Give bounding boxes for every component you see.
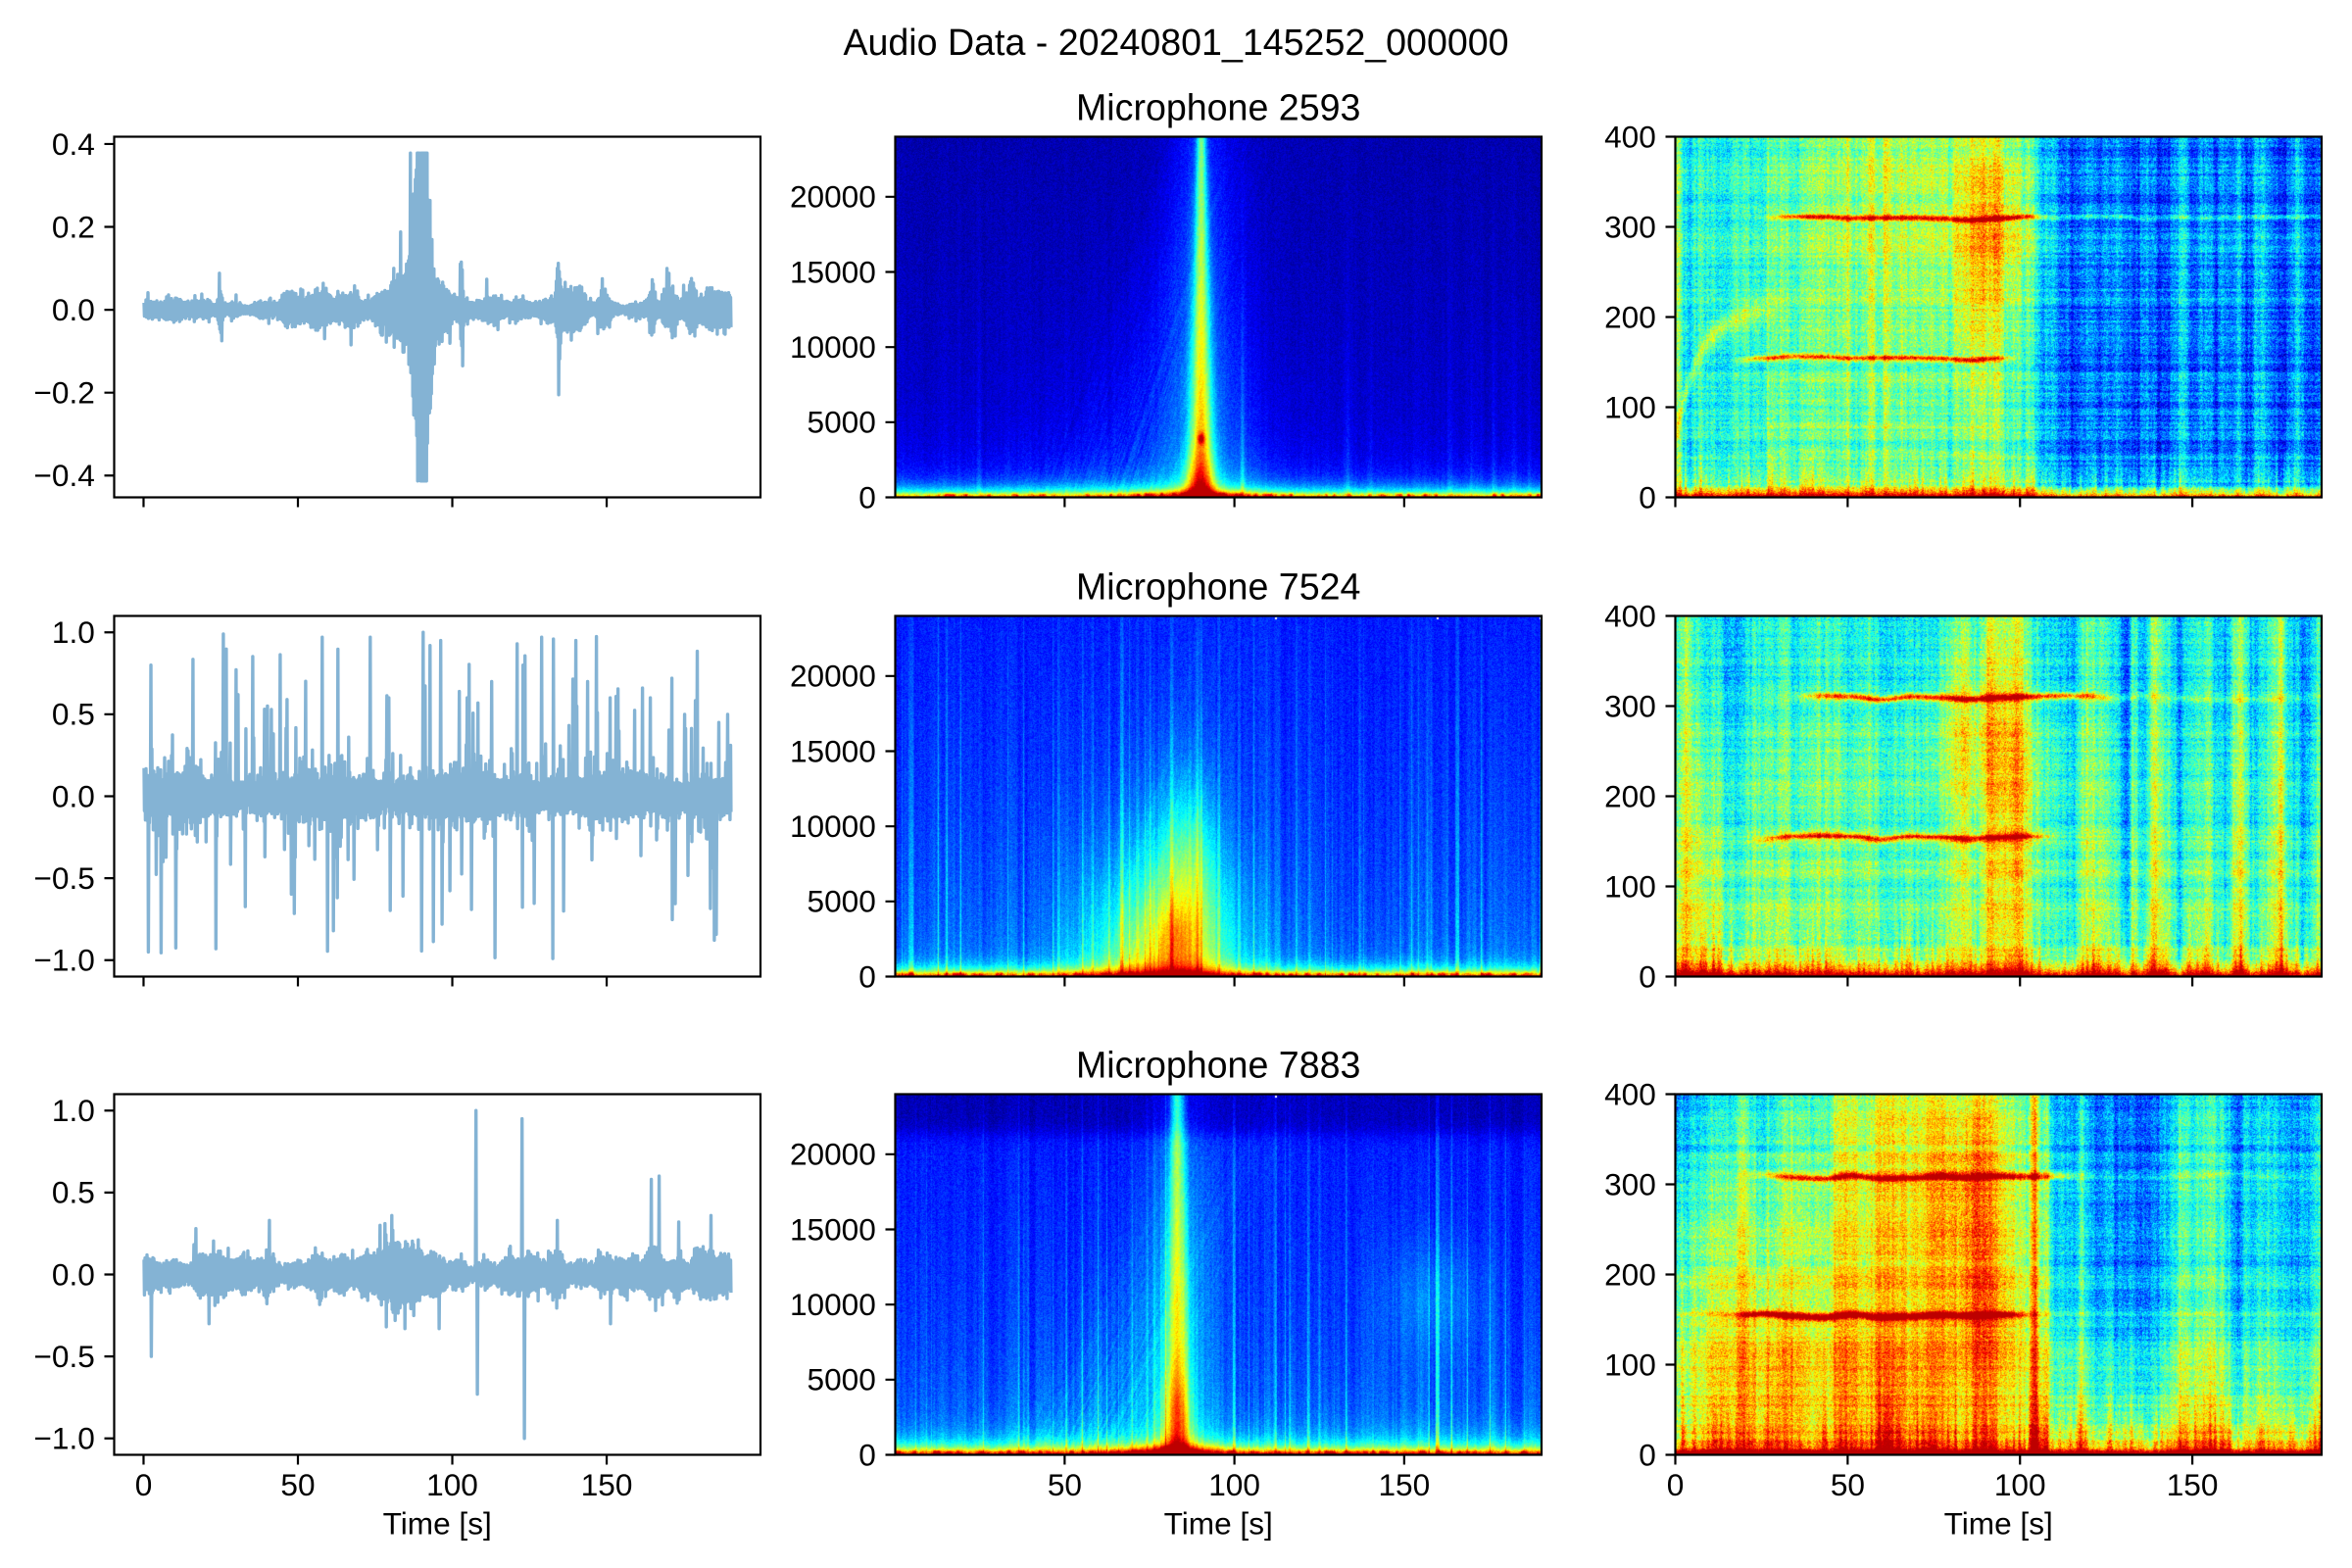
svg-text:15000: 15000 — [790, 733, 876, 768]
svg-text:0: 0 — [858, 1437, 876, 1472]
svg-text:300: 300 — [1604, 209, 1656, 244]
svg-text:0: 0 — [1667, 1467, 1685, 1502]
svg-text:−1.0: −1.0 — [33, 943, 94, 978]
svg-text:50: 50 — [1831, 1467, 1865, 1502]
svg-text:0.0: 0.0 — [52, 292, 95, 327]
svg-text:5000: 5000 — [808, 1362, 876, 1397]
svg-text:400: 400 — [1604, 598, 1656, 633]
svg-text:Time [s]: Time [s] — [1164, 1506, 1273, 1542]
svg-text:150: 150 — [2167, 1467, 2219, 1502]
svg-text:Audio Data - 20240801_145252_0: Audio Data - 20240801_145252_000000 — [843, 22, 1508, 63]
svg-text:400: 400 — [1604, 119, 1656, 154]
svg-text:0: 0 — [135, 1467, 153, 1502]
svg-text:0.0: 0.0 — [52, 1256, 95, 1292]
svg-text:0: 0 — [858, 479, 876, 514]
svg-text:0: 0 — [1639, 958, 1656, 994]
svg-text:300: 300 — [1604, 1166, 1656, 1201]
svg-text:0.4: 0.4 — [52, 126, 95, 162]
svg-text:100: 100 — [1604, 389, 1656, 424]
svg-text:200: 200 — [1604, 1256, 1656, 1292]
svg-text:10000: 10000 — [790, 1287, 876, 1322]
svg-text:200: 200 — [1604, 778, 1656, 813]
svg-text:15000: 15000 — [790, 254, 876, 289]
svg-text:400: 400 — [1604, 1076, 1656, 1111]
svg-text:−1.0: −1.0 — [33, 1421, 94, 1456]
svg-text:Microphone 7883: Microphone 7883 — [1076, 1044, 1360, 1085]
svg-text:300: 300 — [1604, 688, 1656, 723]
svg-text:150: 150 — [581, 1467, 633, 1502]
svg-text:10000: 10000 — [790, 329, 876, 365]
svg-text:100: 100 — [1604, 868, 1656, 904]
svg-text:Time [s]: Time [s] — [383, 1506, 492, 1542]
svg-text:0.0: 0.0 — [52, 778, 95, 813]
svg-text:10000: 10000 — [790, 808, 876, 844]
svg-text:5000: 5000 — [808, 405, 876, 440]
svg-text:−0.2: −0.2 — [33, 375, 94, 411]
svg-text:−0.5: −0.5 — [33, 860, 94, 896]
svg-text:20000: 20000 — [790, 659, 876, 694]
svg-text:50: 50 — [280, 1467, 315, 1502]
svg-text:20000: 20000 — [790, 179, 876, 215]
svg-text:0: 0 — [1639, 479, 1656, 514]
svg-text:200: 200 — [1604, 299, 1656, 334]
svg-text:100: 100 — [1994, 1467, 2046, 1502]
svg-text:Microphone 7524: Microphone 7524 — [1076, 565, 1360, 607]
svg-text:0: 0 — [858, 958, 876, 994]
svg-text:100: 100 — [1208, 1467, 1260, 1502]
svg-text:100: 100 — [1604, 1347, 1656, 1382]
svg-text:Microphone 2593: Microphone 2593 — [1076, 86, 1360, 127]
svg-text:0: 0 — [1639, 1437, 1656, 1472]
svg-text:5000: 5000 — [808, 884, 876, 919]
svg-text:0.5: 0.5 — [52, 1175, 95, 1210]
svg-text:150: 150 — [1378, 1467, 1430, 1502]
svg-text:0.2: 0.2 — [52, 209, 95, 244]
svg-text:1.0: 1.0 — [52, 614, 95, 650]
svg-text:0.5: 0.5 — [52, 697, 95, 732]
svg-text:1.0: 1.0 — [52, 1093, 95, 1128]
svg-text:100: 100 — [426, 1467, 478, 1502]
svg-text:−0.5: −0.5 — [33, 1339, 94, 1374]
svg-text:−0.4: −0.4 — [33, 458, 94, 493]
svg-text:50: 50 — [1048, 1467, 1082, 1502]
svg-text:15000: 15000 — [790, 1211, 876, 1247]
svg-text:Time [s]: Time [s] — [1944, 1506, 2053, 1542]
svg-text:20000: 20000 — [790, 1137, 876, 1172]
